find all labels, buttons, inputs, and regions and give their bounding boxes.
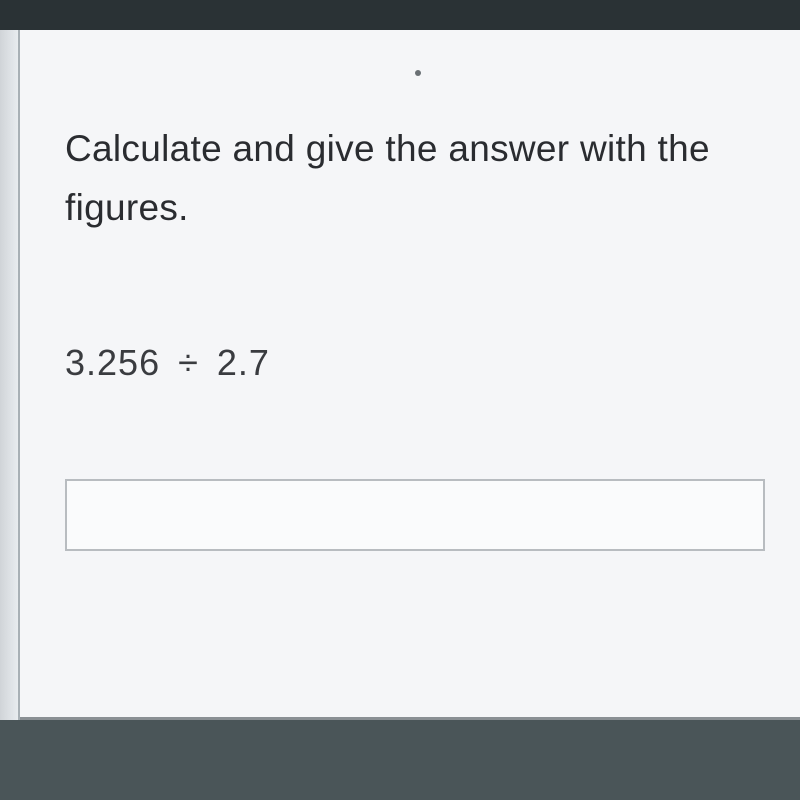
screen-artifact: [415, 70, 421, 76]
division-operator: ÷: [178, 342, 199, 383]
answer-input[interactable]: [65, 479, 765, 551]
screen-bottom-bar: [0, 720, 800, 800]
operand-1: 3.256: [65, 342, 160, 383]
question-line-1: Calculate and give the answer with the: [65, 120, 800, 177]
screen-top-bar: [0, 0, 800, 30]
question-line-2: figures.: [65, 179, 800, 236]
question-panel: Calculate and give the answer with the f…: [20, 30, 800, 720]
screen-left-edge: [0, 30, 20, 720]
operand-2: 2.7: [217, 342, 270, 383]
math-expression: 3.256 ÷ 2.7: [65, 342, 800, 384]
question-prompt: Calculate and give the answer with the f…: [65, 120, 800, 237]
